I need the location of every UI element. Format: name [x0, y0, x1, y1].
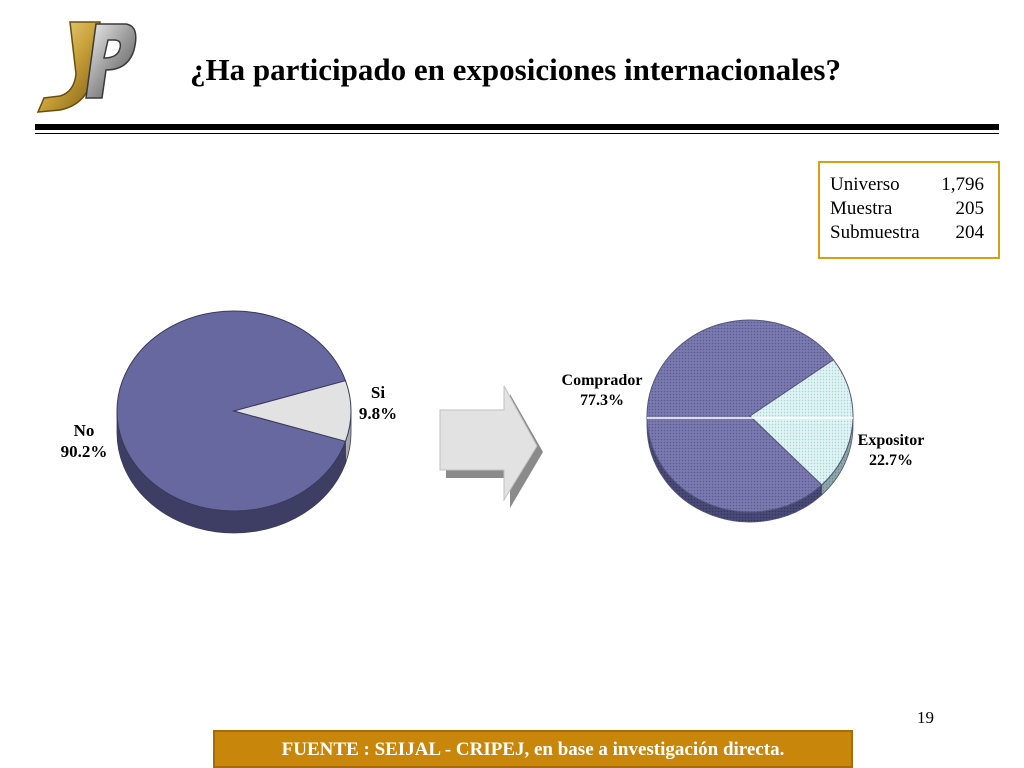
- sample-label: Muestra: [830, 198, 893, 219]
- pie-chart-role: Comprador 77.3% Expositor 22.7%: [562, 319, 925, 523]
- pie-slice-expositor: [749, 359, 854, 486]
- pie-chart-participation: No 90.2% Si 9.8%: [61, 310, 397, 534]
- sample-row-submuestra: Submuestra 204: [830, 221, 984, 245]
- arrow-right-icon: [439, 385, 543, 508]
- slice-label: Comprador: [562, 372, 643, 389]
- sample-value: 205: [955, 198, 985, 219]
- pie-slice-comprador: [646, 319, 835, 513]
- slice-value-label: 90.2%: [61, 442, 108, 461]
- sample-size-box: Universo 1,796 Muestra 205 Submuestra 20…: [818, 161, 1000, 259]
- sample-label: Submuestra: [830, 222, 920, 243]
- page-title: ¿Ha participado en exposiciones internac…: [190, 52, 841, 87]
- sample-label: Universo: [830, 174, 900, 195]
- sample-value: 204: [955, 222, 985, 243]
- slice-value-label: 77.3%: [580, 392, 624, 409]
- slice-label: Si: [371, 383, 385, 402]
- sample-value: 1,796: [941, 174, 984, 195]
- page-number: 19: [917, 708, 934, 727]
- sample-row-muestra: Muestra 205: [830, 197, 984, 221]
- slice-value-label: 9.8%: [359, 404, 397, 423]
- slice-label: No: [74, 421, 95, 440]
- slice-label: Expositor: [858, 432, 925, 449]
- source-note: FUENTE : SEIJAL - CRIPEJ, en base a inve…: [213, 730, 853, 768]
- jp-logo: [30, 14, 140, 119]
- slice-value-label: 22.7%: [869, 452, 913, 469]
- pie-slice-no: [116, 310, 347, 512]
- sample-row-universo: Universo 1,796: [830, 173, 984, 197]
- title-divider: [35, 124, 999, 130]
- title-divider-thin: [35, 133, 999, 134]
- pie-slice-si: [232, 380, 352, 442]
